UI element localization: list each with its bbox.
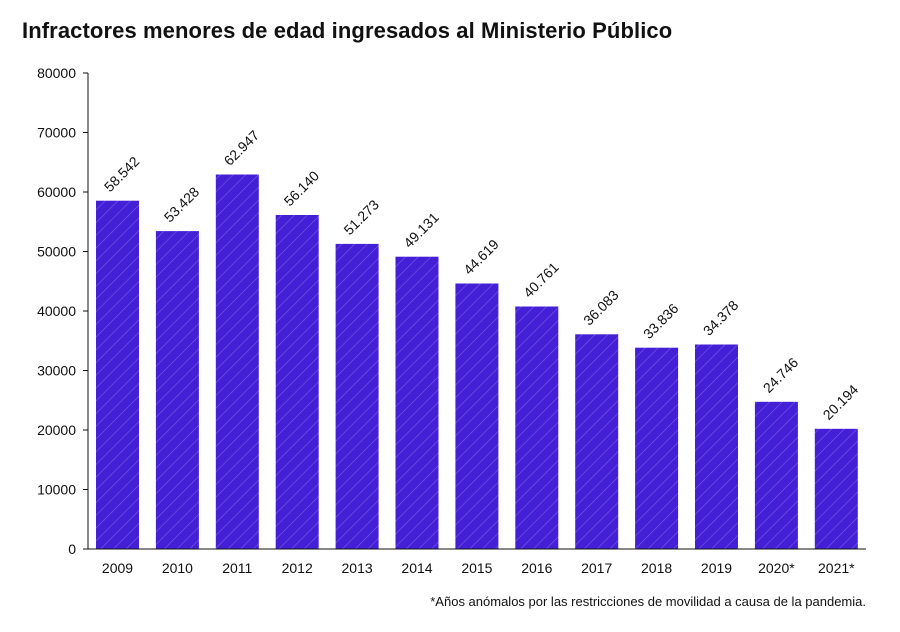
value-label: 62.947 [221, 127, 263, 169]
y-tick-label: 10000 [37, 482, 76, 498]
value-label: 44.619 [460, 236, 502, 278]
value-label: 36.083 [580, 287, 622, 329]
x-tick-label: 2010 [162, 560, 193, 576]
y-tick-label: 30000 [37, 363, 76, 379]
value-label: 51.273 [340, 196, 382, 238]
x-axis-labels: 2009 2010 2011 2012 2013 2014 2015 2016 2017 2018… [102, 560, 855, 576]
value-label: 34.378 [700, 297, 742, 339]
value-label: 58.542 [101, 153, 143, 195]
value-label: 53.428 [161, 183, 203, 225]
y-tick-label: 60000 [37, 184, 76, 200]
bars [96, 174, 858, 549]
bar-2009 [96, 200, 139, 549]
footnote: *Años anómalos por las restricciones de … [430, 594, 866, 609]
x-tick-label: 2017 [581, 560, 612, 576]
value-label: 49.131 [400, 209, 442, 251]
value-label: 24.746 [760, 354, 802, 396]
value-label: 20.194 [820, 381, 862, 423]
y-tick-label: 80000 [37, 65, 76, 81]
value-label: 56.140 [281, 167, 323, 209]
x-tick-label: 2019 [701, 560, 732, 576]
bar-2020 [754, 401, 798, 549]
x-tick-label: 2012 [282, 560, 313, 576]
x-tick-label: 2016 [521, 560, 552, 576]
y-tick-label: 0 [68, 541, 76, 557]
y-tick-label: 40000 [37, 303, 76, 319]
x-tick-label: 2009 [102, 560, 133, 576]
bar-2017 [575, 334, 619, 549]
y-axis-ticks: 0 10000 20000 30000 40000 50000 60000 70000 8000… [37, 65, 88, 557]
y-tick-label: 50000 [37, 244, 76, 260]
value-label: 40.761 [520, 259, 562, 301]
x-tick-label: 2011 [222, 560, 252, 576]
y-tick-label: 70000 [37, 125, 76, 141]
x-tick-label: 2018 [641, 560, 672, 576]
x-tick-label: 2015 [461, 560, 492, 576]
x-tick-label: 2014 [401, 560, 432, 576]
bar-2014 [395, 256, 439, 549]
x-tick-label: 2013 [342, 560, 373, 576]
chart-title: Infractores menores de edad ingresados a… [22, 18, 673, 43]
bar-2012 [275, 215, 319, 549]
bar-2015 [455, 283, 499, 549]
bar-2011 [215, 174, 259, 549]
x-tick-label: 2020* [758, 560, 795, 576]
bar-2010 [155, 231, 199, 549]
bar-2016 [515, 306, 559, 549]
x-tick-label: 2021* [818, 560, 855, 576]
y-tick-label: 20000 [37, 422, 76, 438]
bar-2019 [695, 344, 738, 549]
value-label: 33.836 [640, 300, 682, 342]
bar-2018 [635, 347, 679, 549]
bar-2021 [814, 428, 858, 549]
bar-2013 [335, 243, 379, 549]
